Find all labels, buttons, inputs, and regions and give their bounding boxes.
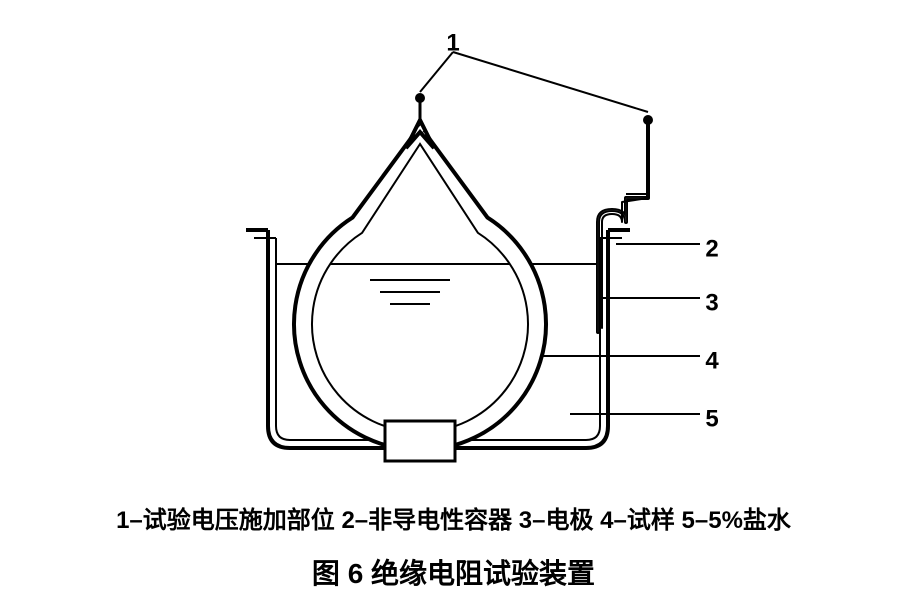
callout-number-4: 4 [705,347,719,374]
callout-number-1: 1 [446,29,459,56]
figure-caption: 图 6 绝缘电阻试验装置 [0,552,907,592]
specimen-band [294,126,546,450]
probe-left-dot [415,93,425,103]
specimen-weight [385,421,455,461]
leader-1-left [420,52,453,92]
figure-container: 1 2 3 4 5 1–试验电压施加部位 2–非导电性容器 3–电极 4–试样 5–5%… [0,0,907,614]
callout-number-2: 2 [705,235,718,262]
callout-number-5: 5 [705,405,718,432]
callout-number-3: 3 [705,289,718,316]
leader-1-right [453,52,648,112]
electrode-hook [598,120,648,332]
specimen-inner [312,144,528,432]
legend-row: 1–试验电压施加部位 2–非导电性容器 3–电极 4–试样 5–5%盐水 [0,500,907,535]
diagram-svg: 1 2 3 4 5 [0,0,907,480]
probe-right-lead [626,120,648,194]
